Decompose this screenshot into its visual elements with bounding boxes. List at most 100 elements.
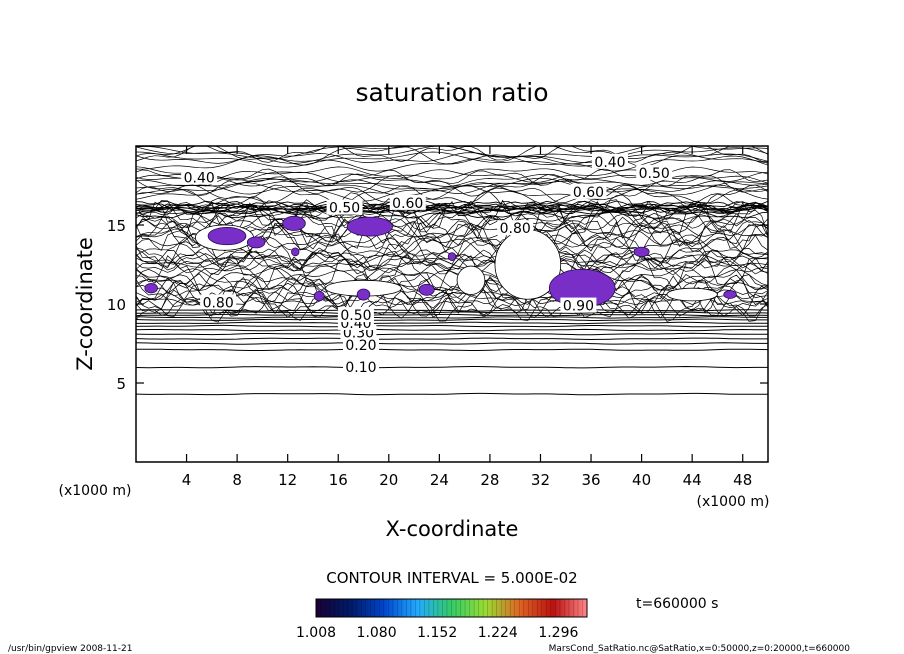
x-tick-label: 16 <box>329 471 348 489</box>
contour-line <box>136 265 768 302</box>
contour-interval-label: CONTOUR INTERVAL = 5.000E-02 <box>326 569 577 587</box>
contour-label: 0.20 <box>345 338 376 354</box>
contour-label: 0.80 <box>203 295 234 311</box>
contour-line <box>136 205 768 226</box>
contour-line <box>136 233 768 270</box>
contour-line <box>136 154 768 172</box>
contour-line <box>136 275 768 315</box>
contour-line <box>136 146 768 167</box>
contour-label-bg <box>497 220 534 236</box>
contour-line <box>136 182 768 202</box>
x-tick-label: 44 <box>683 471 702 489</box>
supersaturated-region <box>346 216 393 237</box>
contour-line <box>136 292 768 306</box>
contour-line <box>136 146 768 163</box>
unsaturated-pocket <box>666 287 718 302</box>
unsaturated-pocket <box>456 265 486 295</box>
y-axis-ticks: 5 10 15 <box>107 217 768 393</box>
supersaturated-region <box>207 226 247 246</box>
contour-line <box>136 289 768 323</box>
colorbar-label: 1.008 <box>296 625 336 641</box>
contour-line <box>136 204 768 213</box>
contour-line <box>136 309 768 312</box>
contour-line <box>136 295 768 318</box>
contour-label: 0.50 <box>639 166 670 182</box>
contour-line <box>136 268 768 291</box>
contour-line <box>136 318 768 321</box>
contour-line <box>136 199 768 240</box>
contour-line <box>136 365 768 369</box>
contour-line <box>136 324 768 328</box>
contour-line <box>136 177 768 197</box>
x-tick-label: 32 <box>531 471 550 489</box>
footer-right: MarsCond_SatRatio.nc@SatRatio,x=0:50000,… <box>549 644 851 654</box>
colorbar-label: 1.224 <box>478 625 518 641</box>
contour-line <box>136 205 768 214</box>
supersaturated-region <box>418 283 435 296</box>
contour-line <box>136 332 768 336</box>
contour-label-bg <box>337 307 374 323</box>
x-tick-label: 4 <box>182 471 192 489</box>
contour-lines <box>136 146 768 396</box>
supersaturated-region <box>723 290 737 299</box>
contour-line <box>136 342 768 345</box>
contour-line <box>136 313 768 317</box>
x-tick-label: 20 <box>379 471 398 489</box>
supersaturated-region <box>313 290 325 302</box>
contour-line <box>136 205 768 214</box>
contour-line <box>136 253 768 293</box>
supersaturated-region <box>282 215 306 231</box>
colorbar-label: 1.152 <box>417 625 457 641</box>
contour-line <box>136 169 768 183</box>
x-tick-label: 24 <box>430 471 449 489</box>
contour-line <box>136 146 768 164</box>
contour-label-bg <box>342 359 379 375</box>
contour-label-bg <box>342 337 379 353</box>
contour-label-bg <box>592 153 628 169</box>
supersaturated-region <box>447 252 457 261</box>
x-tick-label: 36 <box>581 471 600 489</box>
contour-line <box>136 348 768 351</box>
y-axis-title: Z-coordinate <box>73 237 97 371</box>
contour-label: 0.10 <box>345 360 376 376</box>
contour-line <box>136 184 768 205</box>
x-tick-label: 48 <box>733 471 752 489</box>
supersaturated-region <box>356 288 371 301</box>
y-tick-label: 5 <box>116 375 126 393</box>
contour-label: 0.60 <box>392 196 423 212</box>
contour-label: 0.60 <box>573 185 604 201</box>
colorbar-labels: 1.008 1.080 1.152 1.224 1.296 <box>296 625 579 641</box>
x-tick-label: 28 <box>480 471 499 489</box>
contour-line <box>136 168 768 187</box>
x-tick-label: 12 <box>278 471 297 489</box>
x-axis-title: X-coordinate <box>386 517 519 541</box>
contour-label: 0.50 <box>340 308 371 324</box>
contour-label-bg <box>636 164 673 180</box>
contour-line <box>136 392 768 396</box>
supersaturated-region <box>144 283 158 294</box>
contour-line <box>136 151 768 168</box>
contour-label: 0.40 <box>594 155 625 171</box>
supersaturated-region <box>246 236 266 249</box>
contour-line <box>136 249 768 276</box>
contour-line <box>136 258 768 274</box>
contour-label: 0.40 <box>184 171 215 187</box>
time-label: t=660000 s <box>636 596 718 612</box>
contour-line <box>136 321 768 325</box>
colorbar-label: 1.296 <box>538 625 578 641</box>
supersaturated-region <box>291 247 300 257</box>
contour-labels: 0.100.200.300.400.500.400.50 0.600.400.50… <box>181 153 673 376</box>
contour-line <box>136 316 768 319</box>
colorbar <box>315 598 588 618</box>
contour-line <box>136 234 768 260</box>
contour-line <box>136 328 768 332</box>
contour-label-bg <box>181 169 218 185</box>
contour-label-bg <box>389 194 426 210</box>
x-axis-ticks: 4 8 12 16 20 24 28 32 36 40 44 48 <box>182 146 752 489</box>
supersaturated-region <box>633 246 650 257</box>
x-tick-label: 8 <box>232 471 242 489</box>
colorbar-label: 1.080 <box>357 625 397 641</box>
contour-label: 0.90 <box>563 299 594 315</box>
contour-label-bg <box>200 294 237 310</box>
contour-label-bg <box>570 183 607 199</box>
